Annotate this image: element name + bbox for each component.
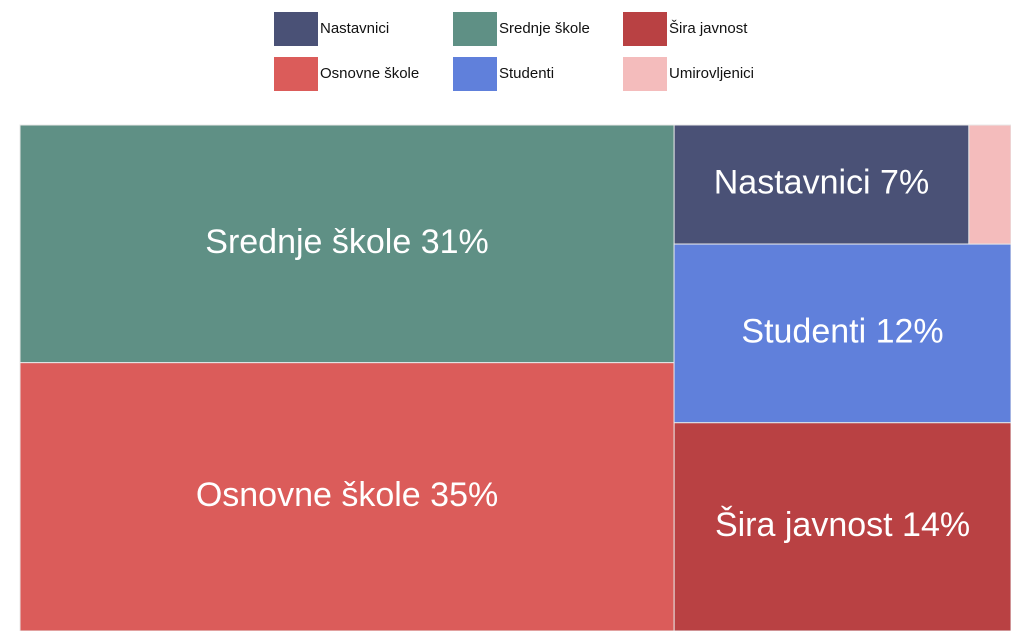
treemap-cell	[673, 243, 1011, 424]
treemap-cell	[673, 422, 1011, 631]
cell-label: Osnovne škole 35%	[196, 476, 498, 514]
legend-swatch	[453, 57, 497, 91]
treemap-cell	[19, 124, 675, 364]
treemap-cell	[19, 362, 675, 631]
legend-label: Studenti	[499, 65, 554, 82]
cell-label: Šira javnost 14%	[715, 506, 970, 544]
legend-label: Nastavnici	[320, 20, 389, 37]
legend-swatch	[274, 12, 318, 46]
legend-label: Šira javnost	[669, 20, 748, 37]
cell-label: Nastavnici 7%	[714, 164, 929, 202]
legend-swatch	[623, 57, 667, 91]
cell-label: Studenti 12%	[741, 312, 943, 350]
treemap-cell	[673, 124, 970, 245]
legend-swatch	[274, 57, 318, 91]
legend-label: Osnovne škole	[320, 65, 419, 82]
legend-swatch	[453, 12, 497, 46]
treemap-cell	[968, 124, 1011, 245]
legend-label: Umirovljenici	[669, 65, 754, 82]
legend-swatch	[623, 12, 667, 46]
cell-label: Srednje škole 31%	[205, 223, 489, 261]
legend-label: Srednje škole	[499, 20, 590, 37]
